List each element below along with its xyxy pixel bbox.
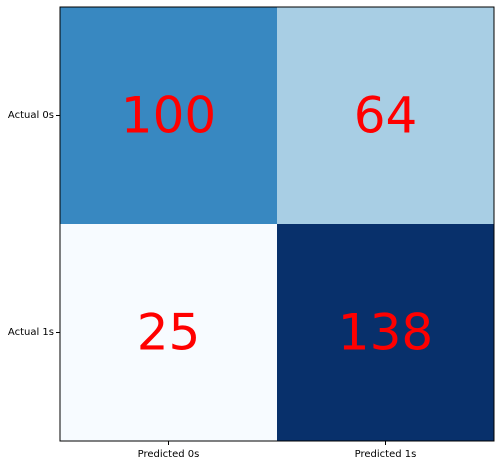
- heatmap-cell-r0-c0: [60, 7, 277, 224]
- cell-value-label-r1-c0: 25: [137, 304, 201, 362]
- heatmap-cell-r1-c0: [60, 224, 277, 441]
- heatmap-cell-r0-c1: [277, 7, 494, 224]
- y-tick-label: Actual 1s: [8, 327, 54, 338]
- plot-frame: [59, 6, 495, 442]
- heatmap-cell-r1-c1: [277, 224, 494, 441]
- x-tick-label: Predicted 0s: [138, 449, 200, 460]
- x-tick-label: Predicted 1s: [355, 449, 417, 460]
- y-tick-label: Actual 0s: [8, 110, 54, 121]
- cell-value-label-r0-c0: 100: [121, 87, 216, 145]
- cell-value-label-r0-c1: 64: [354, 87, 418, 145]
- cell-value-label-r1-c1: 138: [338, 304, 433, 362]
